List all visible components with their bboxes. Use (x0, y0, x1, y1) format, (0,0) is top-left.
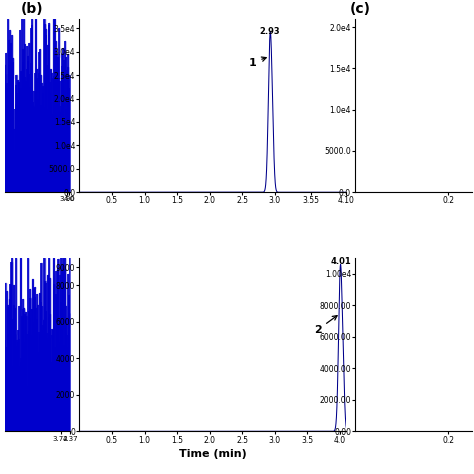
X-axis label: Time (min): Time (min) (179, 449, 247, 459)
Text: 2.93: 2.93 (260, 27, 281, 36)
Text: 4.01: 4.01 (330, 257, 351, 266)
Text: (c): (c) (349, 1, 371, 16)
Text: 1: 1 (249, 57, 266, 67)
Text: (b): (b) (21, 1, 43, 16)
Text: 2: 2 (314, 316, 337, 335)
